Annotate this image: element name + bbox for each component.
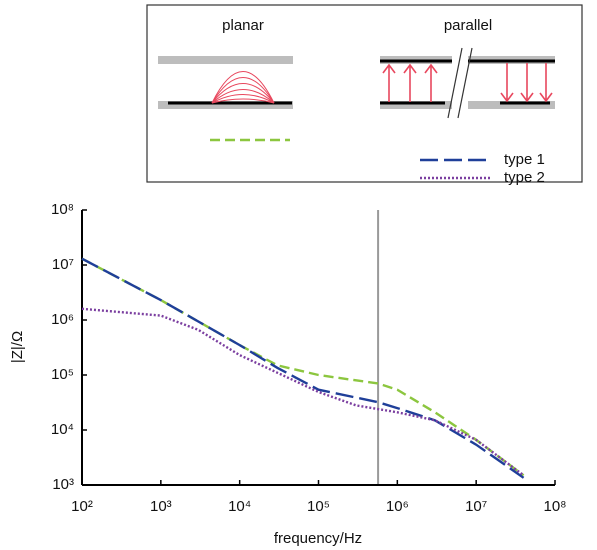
x-axis-label: frequency/Hz bbox=[274, 530, 362, 547]
x-tick-label: 10⁸ bbox=[543, 498, 566, 515]
y-tick-label: 10⁸ bbox=[51, 201, 74, 218]
x-tick-label: 10³ bbox=[150, 498, 172, 515]
plate bbox=[158, 56, 293, 64]
series-line bbox=[81, 257, 525, 477]
y-tick-label: 10⁵ bbox=[51, 366, 74, 383]
y-axis-label: |Z|/Ω bbox=[9, 331, 26, 363]
y-tick-label: 10⁴ bbox=[51, 421, 74, 438]
break-mark bbox=[457, 47, 473, 119]
x-tick-label: 10⁵ bbox=[307, 498, 330, 515]
legend-label: type 2 bbox=[504, 169, 545, 186]
legend-label: type 1 bbox=[504, 151, 545, 168]
series-line bbox=[81, 307, 525, 477]
inset-diagram bbox=[146, 4, 583, 183]
y-tick-label: 10⁶ bbox=[51, 311, 74, 328]
y-tick-label: 10³ bbox=[52, 476, 74, 493]
field-arrows bbox=[382, 63, 553, 103]
field-lines bbox=[211, 71, 275, 104]
x-tick-label: 10² bbox=[71, 498, 93, 515]
series-line bbox=[81, 257, 525, 479]
y-tick-label: 10⁷ bbox=[52, 256, 74, 273]
break-mark bbox=[447, 47, 463, 119]
break-gap bbox=[452, 50, 468, 116]
plate bbox=[158, 101, 293, 109]
legend-group-label: parallel bbox=[444, 17, 492, 34]
x-tick-label: 10⁷ bbox=[465, 498, 487, 515]
x-tick-label: 10⁴ bbox=[228, 498, 251, 515]
legend-label: planar bbox=[222, 17, 264, 34]
x-tick-label: 10⁶ bbox=[386, 498, 409, 515]
inset-frame bbox=[146, 4, 583, 183]
